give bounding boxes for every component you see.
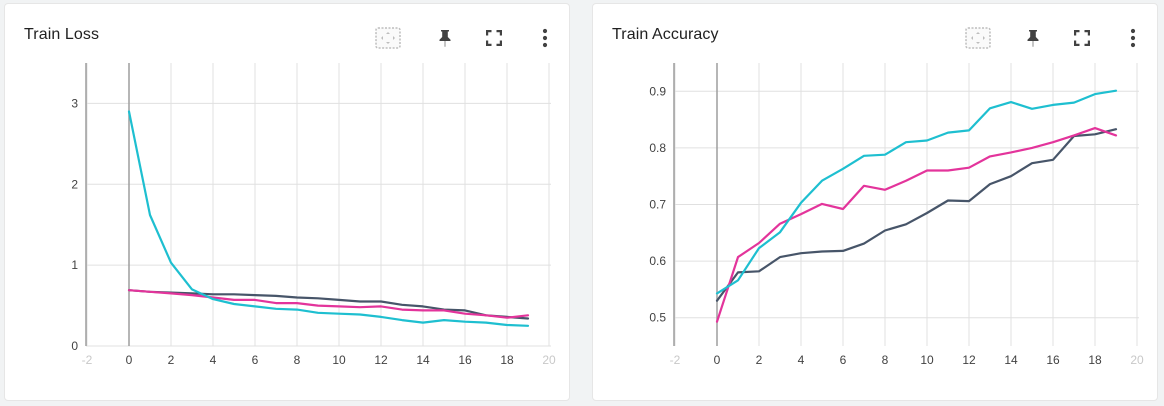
- x-tick-label: 2: [756, 353, 763, 367]
- y-tick-label: 0: [71, 339, 78, 353]
- pin-icon: [439, 30, 451, 47]
- y-tick-label: 0.7: [649, 198, 666, 212]
- x-tick-label: 4: [210, 353, 217, 367]
- x-tick-label: 14: [416, 353, 430, 367]
- pin-button[interactable]: [430, 23, 460, 53]
- x-tick-label: 10: [920, 353, 934, 367]
- fit-domain-button[interactable]: [373, 23, 403, 53]
- x-tick-label: 2: [168, 353, 175, 367]
- x-tick-label: 8: [882, 353, 889, 367]
- series-line: [127, 110, 530, 327]
- x-tick-label: 20: [1130, 353, 1144, 367]
- x-tick-label: 14: [1004, 353, 1018, 367]
- x-tick-label: 12: [374, 353, 388, 367]
- fullscreen-icon: [1074, 30, 1090, 46]
- more-vert-icon: [1130, 28, 1136, 48]
- train-accuracy-chart[interactable]: 0.5 0.6 0.7 0.8 0.9 -2 0 2 4 6 8 10 12 14 16 18 20: [593, 4, 1159, 402]
- fullscreen-icon: [486, 30, 502, 46]
- series-group: [715, 89, 1118, 323]
- x-tick-label: 16: [458, 353, 472, 367]
- y-tick-label: 0.9: [649, 84, 666, 98]
- series-line: [715, 126, 1118, 323]
- y-tick-label: 0.8: [649, 141, 666, 155]
- more-options-button[interactable]: [530, 23, 560, 53]
- series-line: [715, 128, 1118, 302]
- x-tick-label: 18: [500, 353, 514, 367]
- fit-domain-button[interactable]: [963, 23, 993, 53]
- y-tick-label: 0.5: [649, 311, 666, 325]
- fullscreen-button[interactable]: [1067, 23, 1097, 53]
- x-tick-label: 12: [962, 353, 976, 367]
- x-tick-label: 0: [714, 353, 721, 367]
- y-tick-label: 3: [71, 96, 78, 110]
- more-vert-icon: [542, 28, 548, 48]
- x-tick-label: 16: [1046, 353, 1060, 367]
- series-line: [127, 289, 530, 320]
- x-tick-label: 4: [798, 353, 805, 367]
- pin-icon: [1027, 30, 1039, 47]
- x-tick-label: -2: [670, 353, 681, 367]
- y-tick-label: 1: [71, 258, 78, 272]
- y-tick-label: 0.6: [649, 254, 666, 268]
- card-title: Train Loss: [24, 26, 100, 43]
- fit-domain-icon: [375, 27, 401, 49]
- train-accuracy-card: Train Accuracy 0.5 0.6 0.7 0.8 0.9 -2 0: [592, 3, 1158, 401]
- more-options-button[interactable]: [1118, 23, 1148, 53]
- series-line: [715, 89, 1118, 295]
- x-tick-label: 20: [542, 353, 556, 367]
- pin-button[interactable]: [1018, 23, 1048, 53]
- series-group: [127, 110, 530, 327]
- fullscreen-button[interactable]: [479, 23, 509, 53]
- fit-domain-icon: [965, 27, 991, 49]
- series-line: [127, 289, 530, 319]
- x-tick-label: 6: [252, 353, 259, 367]
- x-tick-label: 0: [126, 353, 133, 367]
- train-loss-card: Train Loss 0 1 2 3 -2 0 2 4 6 8 10 12 14 16 18 2: [4, 3, 570, 401]
- x-tick-label: 8: [294, 353, 301, 367]
- x-tick-label: 10: [332, 353, 346, 367]
- card-title: Train Accuracy: [612, 26, 719, 43]
- x-tick-label: -2: [82, 353, 93, 367]
- x-tick-label: 6: [840, 353, 847, 367]
- x-tick-label: 18: [1088, 353, 1102, 367]
- y-tick-label: 2: [71, 177, 78, 191]
